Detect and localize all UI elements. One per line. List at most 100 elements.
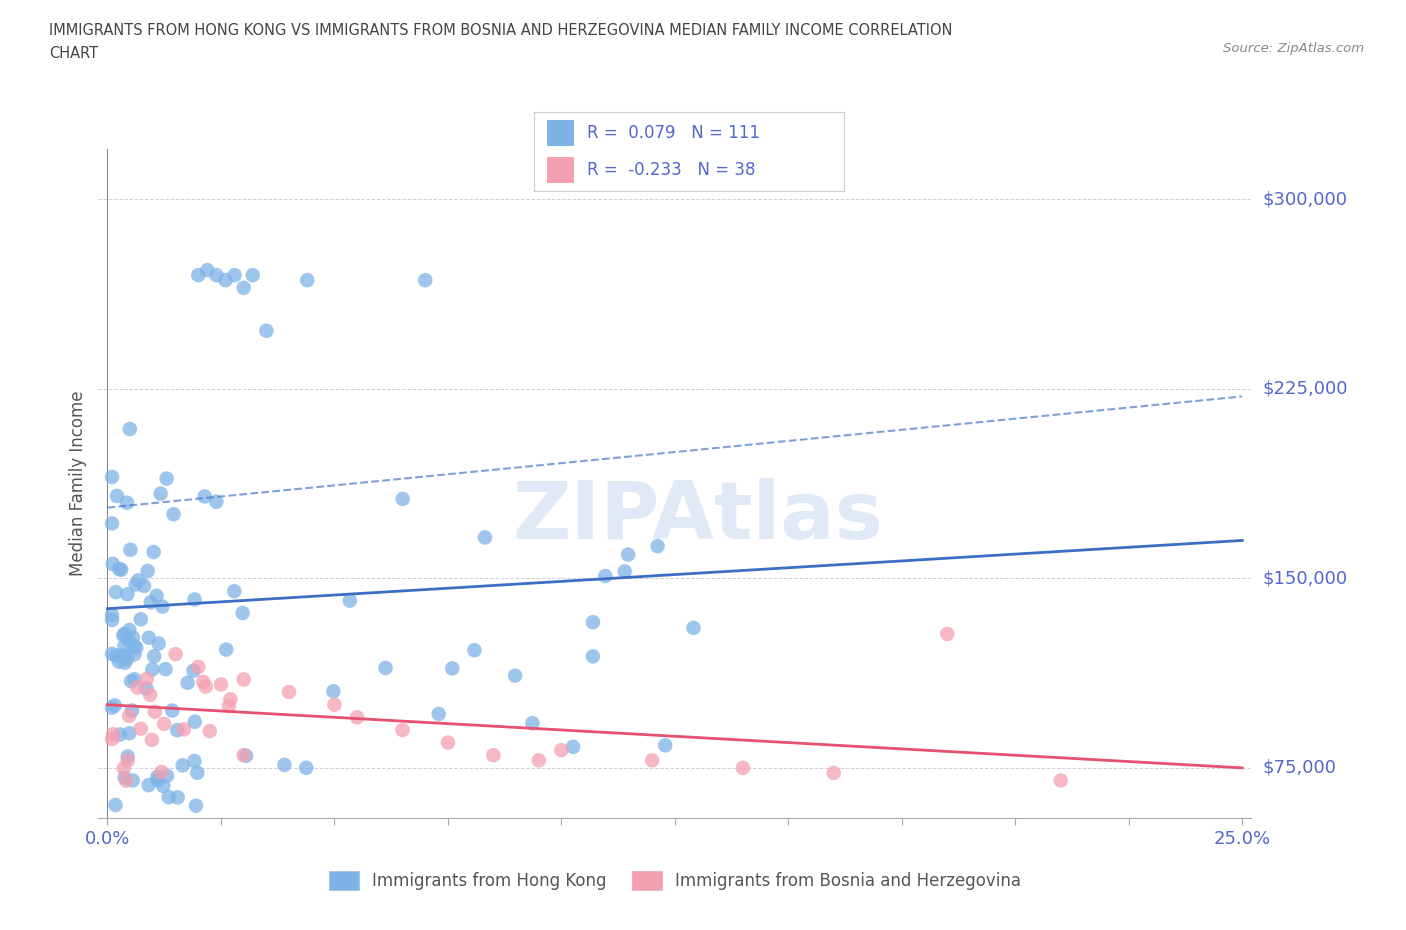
Point <box>232 605 254 620</box>
Point <box>194 489 217 504</box>
Text: $150,000: $150,000 <box>1263 569 1348 588</box>
Point <box>613 564 636 578</box>
Point <box>143 704 166 719</box>
Point <box>503 669 526 684</box>
Point <box>101 613 124 628</box>
Point <box>112 761 135 776</box>
Point <box>115 773 138 788</box>
Point <box>118 725 141 740</box>
Point <box>121 703 143 718</box>
Point <box>482 748 505 763</box>
Point <box>120 673 142 688</box>
Point <box>141 732 163 747</box>
Point <box>254 324 277 339</box>
Point <box>413 272 436 287</box>
Point <box>654 737 676 752</box>
Point <box>150 764 173 779</box>
Point <box>183 753 205 768</box>
Point <box>224 584 246 599</box>
Point <box>224 268 246 283</box>
Point <box>823 765 845 780</box>
Point <box>146 773 169 788</box>
Point <box>108 562 131 577</box>
Point <box>118 709 141 724</box>
Point <box>183 592 205 607</box>
Point <box>617 547 640 562</box>
Point <box>117 633 139 648</box>
Point <box>162 703 184 718</box>
Point <box>242 268 264 283</box>
Text: IMMIGRANTS FROM HONG KONG VS IMMIGRANTS FROM BOSNIA AND HERZEGOVINA MEDIAN FAMIL: IMMIGRANTS FROM HONG KONG VS IMMIGRANTS … <box>49 23 953 38</box>
Point <box>103 726 125 741</box>
Point <box>129 722 152 737</box>
Legend: Immigrants from Hong Kong, Immigrants from Bosnia and Herzegovina: Immigrants from Hong Kong, Immigrants fr… <box>322 865 1028 897</box>
Point <box>1049 773 1071 788</box>
Text: R =  0.079   N = 111: R = 0.079 N = 111 <box>586 124 759 142</box>
Point <box>153 716 176 731</box>
Point <box>104 585 127 600</box>
Point <box>474 530 496 545</box>
Text: $300,000: $300,000 <box>1263 191 1348 208</box>
Point <box>191 674 214 689</box>
Point <box>278 684 301 699</box>
Point <box>173 722 195 737</box>
Point <box>112 628 135 643</box>
Point <box>108 654 131 669</box>
Point <box>138 631 160 645</box>
Point <box>232 672 254 687</box>
Point <box>139 595 162 610</box>
Point <box>136 564 159 578</box>
Point <box>682 620 704 635</box>
Point <box>427 707 450 722</box>
Point <box>162 507 184 522</box>
Point <box>219 692 242 707</box>
Text: ZIPAtlas: ZIPAtlas <box>513 478 883 556</box>
Point <box>105 648 128 663</box>
Point <box>124 578 146 592</box>
Point <box>172 758 194 773</box>
Point <box>101 607 124 622</box>
Point <box>149 486 172 501</box>
Point <box>463 643 485 658</box>
Point <box>115 652 138 667</box>
Point <box>114 770 136 785</box>
Point <box>120 542 142 557</box>
Point <box>731 761 754 776</box>
Point <box>117 753 139 768</box>
Bar <box>547 157 575 182</box>
Point <box>183 663 205 678</box>
Point <box>209 677 232 692</box>
Point <box>166 790 188 804</box>
Point <box>194 679 217 694</box>
Point <box>641 753 664 768</box>
Point <box>125 640 148 655</box>
Text: $225,000: $225,000 <box>1263 379 1348 398</box>
Point <box>157 790 180 804</box>
Point <box>176 675 198 690</box>
Point <box>323 698 346 712</box>
Point <box>141 662 163 677</box>
Point <box>647 538 669 553</box>
Point <box>118 622 141 637</box>
Point <box>101 470 124 485</box>
Point <box>124 671 146 686</box>
Text: Source: ZipAtlas.com: Source: ZipAtlas.com <box>1223 42 1364 55</box>
Point <box>346 710 368 724</box>
Point <box>195 262 218 277</box>
Point <box>297 272 319 287</box>
Point <box>104 698 127 712</box>
Point <box>121 630 143 644</box>
Point <box>101 556 124 571</box>
Point <box>118 421 141 436</box>
Point <box>124 647 146 662</box>
Text: $75,000: $75,000 <box>1263 759 1337 777</box>
Point <box>124 639 146 654</box>
Point <box>215 643 238 658</box>
Point <box>148 636 170 651</box>
Point <box>232 280 254 295</box>
Point <box>112 648 135 663</box>
Point <box>117 749 139 764</box>
Point <box>132 578 155 593</box>
Point <box>205 494 228 509</box>
Point <box>218 698 240 713</box>
